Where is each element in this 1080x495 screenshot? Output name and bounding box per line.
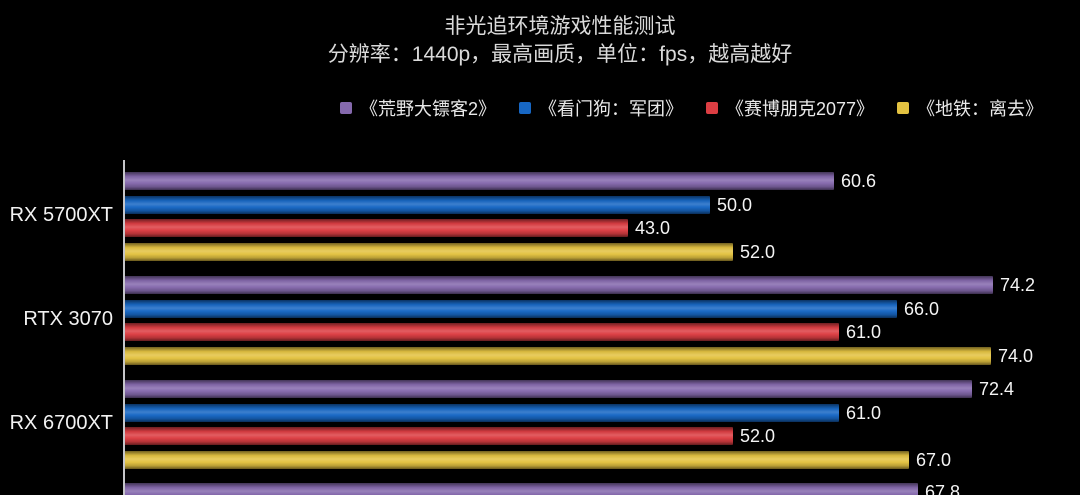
value-label: 67.0	[916, 450, 952, 470]
value-label: 61.0	[846, 322, 882, 342]
bar-shading	[125, 380, 972, 398]
category-label: RX 5700XT	[9, 204, 113, 226]
bar-shading	[125, 347, 991, 365]
value-label: 67.8	[925, 482, 961, 495]
value-label: 60.6	[841, 171, 877, 191]
bar	[125, 172, 834, 190]
bar-shading	[125, 323, 839, 341]
legend: 《荒野大镖客2》 《看门狗：军团》 《赛博朋克2077》 《地铁：离去》	[340, 95, 1043, 121]
bar	[125, 404, 839, 422]
bar	[125, 243, 733, 261]
bar-shading	[125, 196, 710, 214]
bar-shading	[125, 404, 839, 422]
bar-shading	[125, 300, 897, 318]
bar-shading	[125, 219, 628, 237]
legend-swatch-icon	[706, 102, 719, 114]
bar	[125, 451, 909, 469]
bar-shading	[125, 427, 733, 445]
bar	[125, 196, 710, 214]
value-label: 66.0	[904, 299, 940, 319]
legend-label: 《地铁：离去》	[917, 99, 1044, 119]
legend-swatch-icon	[340, 102, 352, 114]
bar	[125, 323, 839, 341]
bar	[125, 276, 993, 294]
bar	[125, 427, 733, 445]
value-label: 50.0	[717, 195, 753, 215]
chart-subtitle: 分辨率：1440p，最高画质，单位：fps，越高越好	[327, 43, 793, 66]
bar-shading	[125, 276, 993, 294]
value-label: 74.2	[1000, 275, 1036, 295]
value-label: 61.0	[846, 403, 882, 423]
legend-item-1: 《看门狗：军团》	[519, 95, 683, 121]
bar-shading	[125, 172, 834, 190]
bar-shading	[125, 483, 918, 495]
bar	[125, 300, 897, 318]
value-label: 52.0	[740, 426, 776, 446]
legend-swatch-icon	[519, 102, 532, 114]
legend-item-2: 《赛博朋克2077》	[706, 95, 874, 121]
legend-label: 《赛博朋克2077》	[726, 99, 875, 119]
bar-shading	[125, 243, 733, 261]
legend-item-0: 《荒野大镖客2》	[340, 95, 496, 121]
bar	[125, 219, 628, 237]
legend-swatch-icon	[897, 102, 910, 114]
legend-item-3: 《地铁：离去》	[897, 95, 1043, 121]
value-label: 43.0	[635, 218, 671, 238]
value-label: 74.0	[998, 346, 1034, 366]
category-label: RTX 3070	[23, 308, 113, 330]
y-axis-line	[123, 160, 125, 495]
legend-label: 《荒野大镖客2》	[360, 99, 497, 119]
legend-label: 《看门狗：军团》	[539, 99, 684, 119]
chart-title-block: 非光追环境游戏性能测试 分辨率：1440p，最高画质，单位：fps，越高越好	[0, 13, 1080, 69]
bar	[125, 347, 991, 365]
value-label: 72.4	[979, 379, 1015, 399]
category-label: RX 6700XT	[9, 412, 113, 434]
bar	[125, 483, 918, 495]
value-label: 52.0	[740, 242, 776, 262]
chart-title: 非光追环境游戏性能测试	[444, 15, 676, 38]
bar	[125, 380, 972, 398]
bar-shading	[125, 451, 909, 469]
